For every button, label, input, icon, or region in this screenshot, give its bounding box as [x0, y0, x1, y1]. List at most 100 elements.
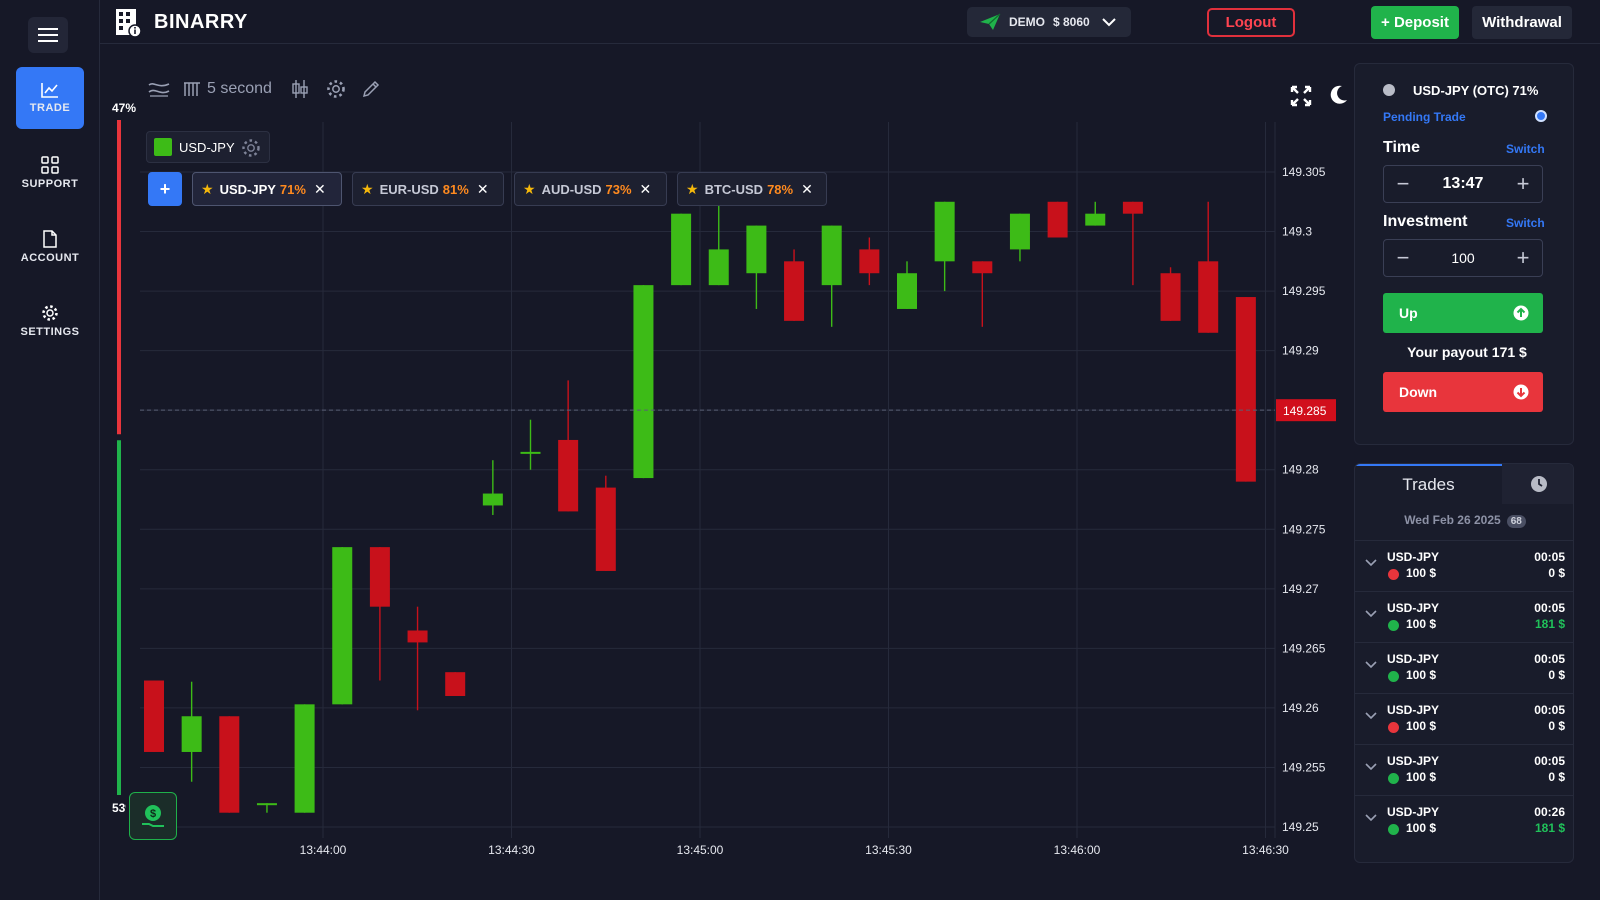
investment-switch-link[interactable]: Switch — [1506, 216, 1545, 230]
x-tick-label: 13:46:30 — [1242, 843, 1289, 857]
current-price-label: 149.285 — [1283, 404, 1327, 418]
down-button[interactable]: Down — [1383, 372, 1543, 412]
close-icon[interactable]: ✕ — [476, 180, 489, 197]
nav-support-label: SUPPORT — [21, 178, 79, 190]
chevron-down-icon — [1101, 17, 1116, 26]
moon-icon[interactable] — [1330, 85, 1348, 105]
current-price-tag — [1276, 399, 1336, 422]
trade-payout: 181 $ — [1534, 821, 1565, 835]
time-label: Time — [1383, 139, 1421, 156]
time-decrease-button[interactable]: − — [1396, 171, 1410, 196]
add-asset-button[interactable]: + — [148, 172, 182, 206]
trade-amount: 100 $ — [1406, 617, 1437, 631]
trade-row[interactable]: USD-JPY 100 $ 00:05 181 $ — [1355, 591, 1573, 641]
price-chart[interactable]: 149.305 149.3 149.295 149.29 149.285 149.28 14… — [100, 0, 1350, 900]
candles — [144, 189, 1256, 813]
drawing-tool-button[interactable] — [362, 78, 380, 100]
left-nav: TRADE SUPPORT ACCOUNT SETTINGS — [0, 0, 100, 900]
account-switcher[interactable]: DEMO $ 8060 — [967, 7, 1131, 37]
candle — [482, 460, 503, 515]
star-icon[interactable]: ★ — [686, 180, 699, 197]
investment-decrease-button[interactable]: − — [1396, 245, 1410, 270]
candle — [1122, 201, 1143, 286]
logout-button[interactable]: Logout — [1207, 8, 1295, 37]
asset-tab[interactable]: ★ EUR-USD 81% ✕ — [352, 172, 504, 206]
trade-payout: 0 $ — [1548, 770, 1565, 784]
pending-trade-link[interactable]: Pending Trade — [1383, 110, 1466, 124]
chart-icon — [41, 83, 58, 98]
deposit-button[interactable]: + Deposit — [1371, 6, 1459, 39]
asset-tab[interactable]: ★ AUD-USD 73% ✕ — [514, 172, 667, 206]
asset-tab[interactable]: ★ USD-JPY 71% ✕ — [192, 172, 342, 206]
trade-symbol: USD-JPY — [1387, 703, 1440, 717]
time-switch-link[interactable]: Switch — [1506, 142, 1545, 156]
candle-body — [1198, 261, 1219, 333]
candle-body — [144, 680, 164, 752]
y-tick-label: 149.255 — [1282, 760, 1326, 774]
hamburger-menu-button[interactable] — [28, 17, 68, 53]
time-input[interactable] — [1418, 175, 1508, 193]
close-icon[interactable]: ✕ — [801, 180, 813, 197]
candle-body — [1047, 201, 1068, 238]
candle — [1160, 267, 1181, 321]
chevron-down-icon[interactable] — [1365, 814, 1377, 822]
chevron-down-icon[interactable] — [1365, 610, 1377, 618]
trade-row[interactable]: USD-JPY 100 $ 00:05 0 $ — [1355, 693, 1573, 743]
star-icon[interactable]: ★ — [201, 180, 214, 197]
tab-trades[interactable]: Trades — [1355, 464, 1502, 504]
chevron-down-icon[interactable] — [1365, 712, 1377, 720]
timeframe-selector[interactable]: 5 second — [183, 78, 272, 100]
indicators-button[interactable] — [148, 78, 170, 100]
investment-input[interactable] — [1418, 250, 1508, 266]
nav-support[interactable]: SUPPORT — [16, 142, 84, 204]
withdrawal-button[interactable]: Withdrawal — [1472, 6, 1572, 39]
trade-row[interactable]: USD-JPY 100 $ 00:05 0 $ — [1355, 540, 1573, 590]
up-button[interactable]: Up — [1383, 293, 1543, 333]
asset-color-swatch — [154, 138, 172, 156]
asset-chip[interactable]: USD-JPY — [146, 131, 270, 163]
trade-symbol: USD-JPY — [1387, 652, 1440, 666]
close-icon[interactable]: ✕ — [313, 180, 326, 197]
menu-icon — [38, 28, 58, 42]
candle-body — [256, 803, 277, 806]
nav-account[interactable]: ACCOUNT — [16, 216, 84, 278]
candle — [897, 261, 917, 309]
fullscreen-icon[interactable] — [1290, 85, 1312, 107]
gear-icon — [42, 305, 58, 321]
tab-history[interactable] — [1502, 464, 1573, 504]
y-tick-label: 149.275 — [1282, 522, 1326, 536]
nav-trade-label: TRADE — [29, 102, 71, 114]
candle-body — [1085, 213, 1106, 226]
asset-tab[interactable]: ★ BTC-USD 78% ✕ — [677, 172, 827, 206]
trades-date: Wed Feb 26 2025 68 — [1355, 513, 1573, 528]
candle — [219, 716, 240, 813]
investment-increase-button[interactable]: + — [1516, 245, 1530, 270]
trade-row[interactable]: USD-JPY 100 $ 00:26 181 $ — [1355, 795, 1573, 845]
nav-settings[interactable]: SETTINGS — [16, 290, 84, 352]
chevron-down-icon[interactable] — [1365, 559, 1377, 567]
gear-icon — [327, 80, 345, 98]
trade-payout: 0 $ — [1548, 566, 1565, 580]
chart-settings-button[interactable] — [326, 78, 346, 100]
trade-row[interactable]: USD-JPY 100 $ 00:05 0 $ — [1355, 642, 1573, 692]
cashout-button[interactable]: $ — [129, 792, 177, 840]
nav-trade[interactable]: TRADE — [16, 67, 84, 129]
arrow-down-circle-icon — [1513, 384, 1529, 400]
chevron-down-icon[interactable] — [1365, 661, 1377, 669]
close-icon[interactable]: ✕ — [639, 180, 652, 197]
arrow-up-circle-icon — [1388, 671, 1399, 682]
trade-panel: USD-JPY (OTC) 71% Pending Trade Time Swi… — [1354, 63, 1574, 445]
asset-tab-payout: 78% — [767, 181, 794, 197]
time-increase-button[interactable]: + — [1516, 171, 1530, 196]
nav-settings-label: SETTINGS — [20, 326, 80, 338]
candle-body — [294, 704, 315, 813]
trade-row[interactable]: USD-JPY 100 $ 00:05 0 $ — [1355, 744, 1573, 794]
gear-icon[interactable] — [241, 138, 261, 158]
chart-type-button[interactable] — [290, 78, 310, 100]
star-icon[interactable]: ★ — [523, 180, 536, 197]
pending-trade-toggle[interactable] — [1535, 110, 1547, 122]
asset-tab-symbol: BTC-USD — [704, 181, 764, 197]
star-icon[interactable]: ★ — [361, 180, 374, 197]
chevron-down-icon[interactable] — [1365, 763, 1377, 771]
paper-plane-icon — [980, 13, 1001, 30]
